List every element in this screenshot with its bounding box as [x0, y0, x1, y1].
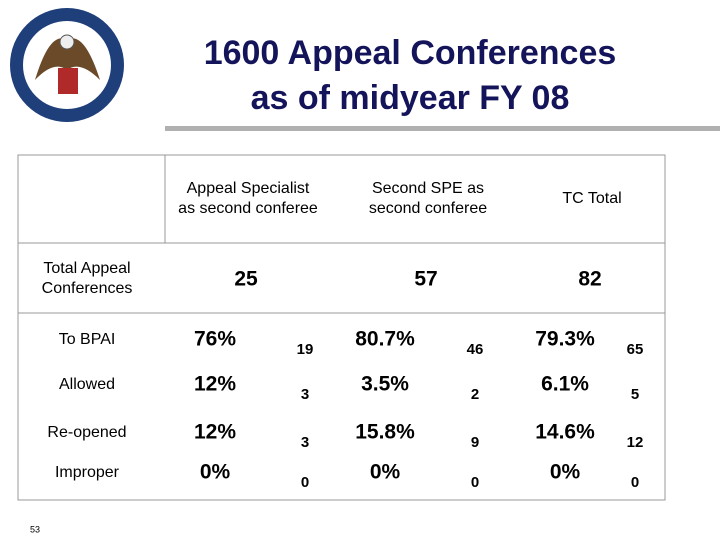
row-label: Allowed: [59, 376, 115, 393]
column-header: second conferee: [369, 200, 487, 217]
total-value: 25: [234, 268, 258, 291]
percent: 80.7%: [355, 328, 415, 351]
total-value: 57: [414, 268, 437, 291]
title-rule: [165, 126, 720, 131]
count: 3: [301, 434, 309, 451]
percent: 0%: [200, 461, 231, 484]
percent: 14.6%: [535, 421, 595, 444]
percent: 12%: [194, 421, 236, 444]
title: 1600 Appeal Conferences: [204, 34, 617, 72]
percent: 76%: [194, 328, 236, 351]
row-label: Conferences: [42, 280, 133, 297]
total-value: 82: [578, 268, 601, 291]
count: 12: [627, 434, 644, 451]
count: 0: [301, 474, 309, 491]
seal-logo: [10, 8, 124, 122]
percent: 15.8%: [355, 421, 415, 444]
percent: 12%: [194, 373, 236, 396]
percent: 0%: [550, 461, 581, 484]
row-label: Total Appeal: [43, 260, 130, 277]
percent: 0%: [370, 461, 401, 484]
count: 0: [471, 474, 479, 491]
count: 9: [471, 434, 479, 451]
count: 65: [627, 341, 644, 358]
column-header: Appeal Specialist: [187, 180, 310, 197]
count: 19: [297, 341, 314, 358]
percent: 6.1%: [541, 373, 589, 396]
percent: 79.3%: [535, 328, 595, 351]
column-header: TC Total: [562, 190, 621, 207]
row-label: To BPAI: [59, 331, 116, 348]
count: 0: [631, 474, 639, 491]
table-border: [17, 154, 666, 501]
title: as of midyear FY 08: [251, 79, 570, 117]
column-header: as second conferee: [178, 200, 318, 217]
row-label: Re-opened: [47, 424, 126, 441]
count: 3: [301, 386, 309, 403]
page-number: 53: [30, 524, 40, 534]
count: 5: [631, 386, 639, 403]
column-header: Second SPE as: [372, 180, 484, 197]
percent: 3.5%: [361, 373, 409, 396]
row-label: Improper: [55, 464, 120, 481]
count: 46: [467, 341, 484, 358]
count: 2: [471, 386, 479, 403]
